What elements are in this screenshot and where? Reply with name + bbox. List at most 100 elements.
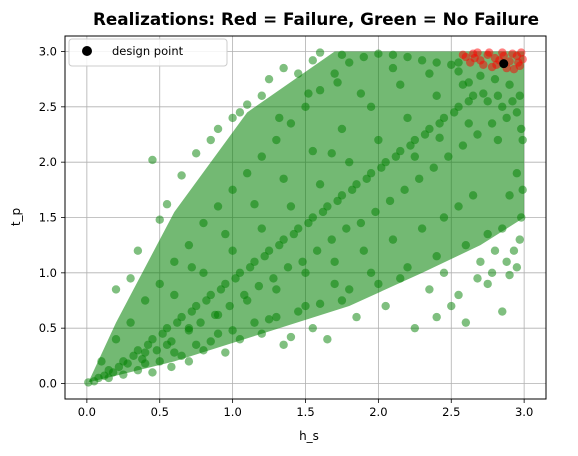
y-tick-label: 2.0: [39, 155, 57, 169]
no-failure-point: [221, 229, 230, 239]
no-failure-point: [235, 268, 245, 278]
no-failure-point: [517, 213, 526, 222]
no-failure-point: [162, 200, 172, 209]
no-failure-point: [403, 52, 412, 62]
no-failure-point: [272, 135, 281, 145]
no-failure-point: [298, 257, 307, 266]
no-failure-point: [177, 312, 186, 322]
no-failure-point: [279, 340, 288, 349]
no-failure-point: [177, 171, 186, 180]
no-failure-point: [257, 152, 266, 161]
no-failure-point: [213, 202, 223, 211]
no-failure-point: [493, 91, 503, 100]
no-failure-point: [468, 191, 478, 200]
no-failure-point: [518, 135, 527, 145]
no-failure-point: [167, 362, 176, 372]
x-tick-label: 2.0: [369, 405, 387, 419]
no-failure-point: [170, 257, 179, 266]
no-failure-point: [366, 169, 376, 178]
no-failure-point: [454, 290, 463, 300]
no-failure-point: [356, 218, 366, 228]
y-tick-label: 0.0: [39, 377, 57, 391]
y-tick-label: 1.5: [39, 211, 57, 225]
no-failure-point: [410, 135, 420, 145]
no-failure-point: [199, 346, 208, 355]
no-failure-point: [345, 58, 354, 67]
no-failure-point: [487, 119, 497, 128]
no-failure-point: [308, 146, 317, 156]
no-failure-point: [315, 180, 325, 189]
no-failure-point: [352, 312, 361, 322]
no-failure-point: [483, 229, 492, 239]
no-failure-point: [294, 307, 303, 316]
no-failure-point: [396, 146, 405, 156]
x-axis-label: h_s: [299, 429, 319, 443]
no-failure-point: [476, 257, 485, 266]
no-failure-point: [374, 49, 383, 58]
no-failure-point: [140, 348, 150, 357]
no-failure-point: [133, 346, 143, 355]
no-failure-point: [148, 368, 157, 377]
failure-point: [517, 48, 526, 57]
no-failure-point: [257, 91, 266, 100]
no-failure-point: [517, 124, 526, 134]
no-failure-point: [493, 135, 503, 145]
no-failure-point: [221, 348, 230, 357]
no-failure-point: [447, 60, 456, 69]
legend: design point: [68, 38, 228, 67]
no-failure-point: [435, 133, 444, 143]
no-failure-point: [342, 224, 351, 233]
no-failure-point: [199, 268, 208, 278]
no-failure-point: [242, 100, 252, 109]
no-failure-point: [464, 119, 473, 128]
no-failure-point: [152, 346, 162, 355]
no-failure-point: [454, 58, 463, 67]
no-failure-point: [505, 191, 514, 200]
no-failure-point: [447, 301, 456, 311]
no-failure-point: [170, 290, 179, 300]
no-failure-point: [206, 290, 215, 300]
no-failure-point: [228, 246, 237, 255]
no-failure-point: [388, 63, 398, 73]
no-failure-point: [312, 246, 322, 255]
no-failure-point: [374, 279, 383, 289]
no-failure-point: [461, 240, 471, 250]
failure-point: [514, 58, 523, 67]
no-failure-point: [498, 102, 507, 112]
no-failure-point: [385, 196, 395, 206]
no-failure-point: [225, 301, 234, 311]
no-failure-point: [315, 48, 325, 57]
no-failure-point: [512, 263, 522, 272]
no-failure-point: [257, 224, 266, 233]
no-failure-point: [269, 274, 278, 283]
no-failure-point: [473, 274, 482, 283]
no-failure-point: [381, 157, 390, 167]
legend-marker-design-point: [82, 46, 92, 56]
no-failure-point: [119, 370, 128, 379]
no-failure-point: [242, 169, 252, 178]
no-failure-point: [461, 318, 471, 327]
no-failure-point: [191, 340, 201, 349]
no-failure-point: [148, 155, 157, 165]
failure-point: [499, 51, 508, 61]
no-failure-point: [403, 113, 412, 123]
no-failure-point: [454, 67, 463, 76]
no-failure-point: [425, 124, 434, 134]
no-failure-point: [359, 246, 369, 255]
axis-ticks: 0.0 0.5 1.0 1.5 2.0 2.5 3.0 0.0 0.5 1.0 1.5 2.0 2.5 3…: [39, 44, 534, 419]
no-failure-point: [458, 141, 468, 150]
no-failure-point: [490, 74, 500, 84]
no-failure-point: [337, 296, 347, 305]
no-failure-point: [464, 78, 473, 87]
no-failure-point: [196, 318, 205, 327]
no-failure-point: [155, 357, 164, 366]
no-failure-point: [155, 279, 164, 289]
no-failure-point: [505, 80, 514, 89]
no-failure-point: [337, 191, 347, 200]
legend-box: [68, 38, 228, 67]
no-failure-point: [410, 323, 420, 333]
no-failure-point: [439, 113, 449, 123]
no-failure-point: [308, 323, 317, 333]
no-failure-point: [330, 69, 339, 78]
